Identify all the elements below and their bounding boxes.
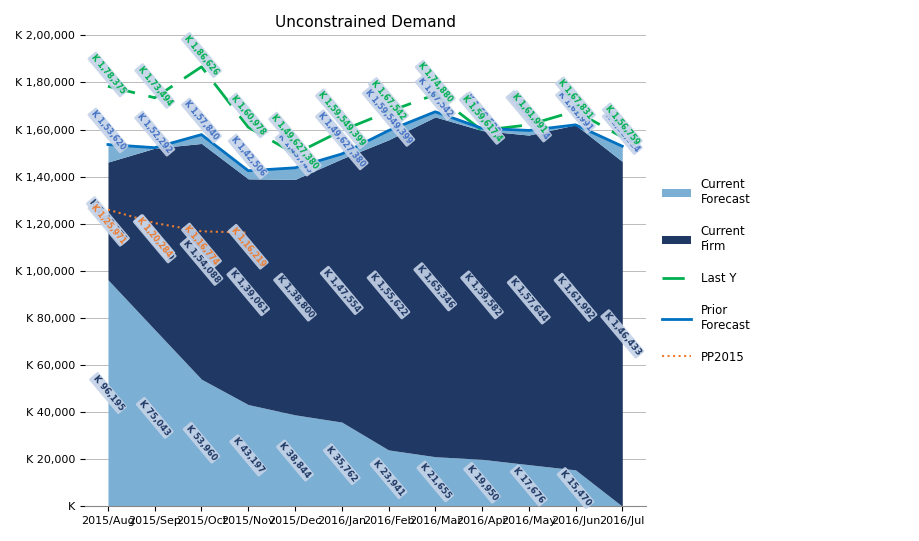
Text: K 75,043: K 75,043 [138, 399, 172, 437]
Text: K 1,16,219: K 1,16,219 [229, 226, 267, 268]
Text: K 1,53,620: K 1,53,620 [89, 109, 127, 152]
Text: K 1,59,617,4: K 1,59,617,4 [460, 94, 504, 143]
Text: K 1,60,520: K 1,60,520 [463, 93, 501, 136]
Text: K 1,61,991: K 1,61,991 [557, 89, 595, 132]
Text: K 23,941: K 23,941 [371, 459, 406, 498]
Text: K 1,56,759: K 1,56,759 [604, 104, 641, 147]
Text: K 1,20,284: K 1,20,284 [136, 216, 174, 259]
Text: K 17,676: K 17,676 [511, 466, 546, 505]
Text: K 1,78,375: K 1,78,375 [89, 53, 127, 96]
Text: K 1,52,292: K 1,52,292 [136, 112, 174, 155]
Text: K 1,38,800: K 1,38,800 [275, 274, 315, 320]
Text: K 43,197: K 43,197 [231, 436, 266, 475]
Text: K 1,46,433: K 1,46,433 [602, 311, 642, 357]
Text: K 1,67,542: K 1,67,542 [416, 76, 454, 119]
Text: K 1,86,626: K 1,86,626 [183, 34, 221, 76]
Text: K 1,59,617,4: K 1,59,617,4 [507, 91, 550, 141]
Text: K 1,57,840: K 1,57,840 [183, 99, 221, 142]
Text: K 1,59,549,399: K 1,59,549,399 [363, 88, 414, 146]
Text: K 1,47,554: K 1,47,554 [322, 267, 362, 313]
Title: Unconstrained Demand: Unconstrained Demand [275, 15, 456, 30]
Text: K 1,57,644: K 1,57,644 [508, 277, 550, 323]
Text: K 1,55,622: K 1,55,622 [369, 272, 409, 318]
Text: K 1,52,914: K 1,52,914 [604, 111, 641, 154]
Text: K 1,74,880: K 1,74,880 [416, 61, 454, 104]
Text: K 53,960: K 53,960 [185, 424, 219, 462]
Text: K 96,195: K 96,195 [91, 374, 125, 412]
Text: K 21,655: K 21,655 [418, 462, 452, 501]
Text: K 1,25,971: K 1,25,971 [89, 202, 127, 245]
Text: K 1,39,061: K 1,39,061 [228, 269, 268, 315]
Text: K 1,54,088: K 1,54,088 [181, 239, 221, 284]
Text: K 19,950: K 19,950 [465, 464, 499, 502]
Text: K 1,59,549,399: K 1,59,549,399 [316, 90, 367, 148]
Text: K 1,59,582: K 1,59,582 [462, 272, 502, 318]
Text: K 1,52,079: K 1,52,079 [134, 216, 175, 262]
Text: K 1,65,346: K 1,65,346 [415, 264, 456, 310]
Text: K 1,42,506: K 1,42,506 [229, 135, 267, 178]
Text: K 1,67,542: K 1,67,542 [369, 78, 407, 121]
Text: K 1,61,992: K 1,61,992 [555, 274, 596, 320]
Text: K 1,60,978: K 1,60,978 [229, 94, 267, 137]
Text: K 1,73,494: K 1,73,494 [136, 64, 174, 107]
Legend: Current
Forecast, Current
Firm, Last Y, Prior
Forecast, PP2015: Current Forecast, Current Firm, Last Y, … [657, 173, 755, 368]
Text: K 1,49,627,380: K 1,49,627,380 [316, 111, 367, 169]
Text: K 15,470: K 15,470 [558, 469, 593, 507]
Text: K 1,49,627,380: K 1,49,627,380 [269, 113, 321, 171]
Text: K 1,43,745: K 1,43,745 [276, 133, 314, 175]
Text: K 38,844: K 38,844 [278, 441, 312, 480]
Text: K 35,762: K 35,762 [324, 445, 359, 484]
Text: K 1,46,179: K 1,46,179 [87, 198, 129, 244]
Text: K 1,67,831: K 1,67,831 [557, 78, 595, 121]
Text: K 1,16,774: K 1,16,774 [183, 224, 221, 267]
Text: K 1,61,991: K 1,61,991 [510, 92, 548, 134]
